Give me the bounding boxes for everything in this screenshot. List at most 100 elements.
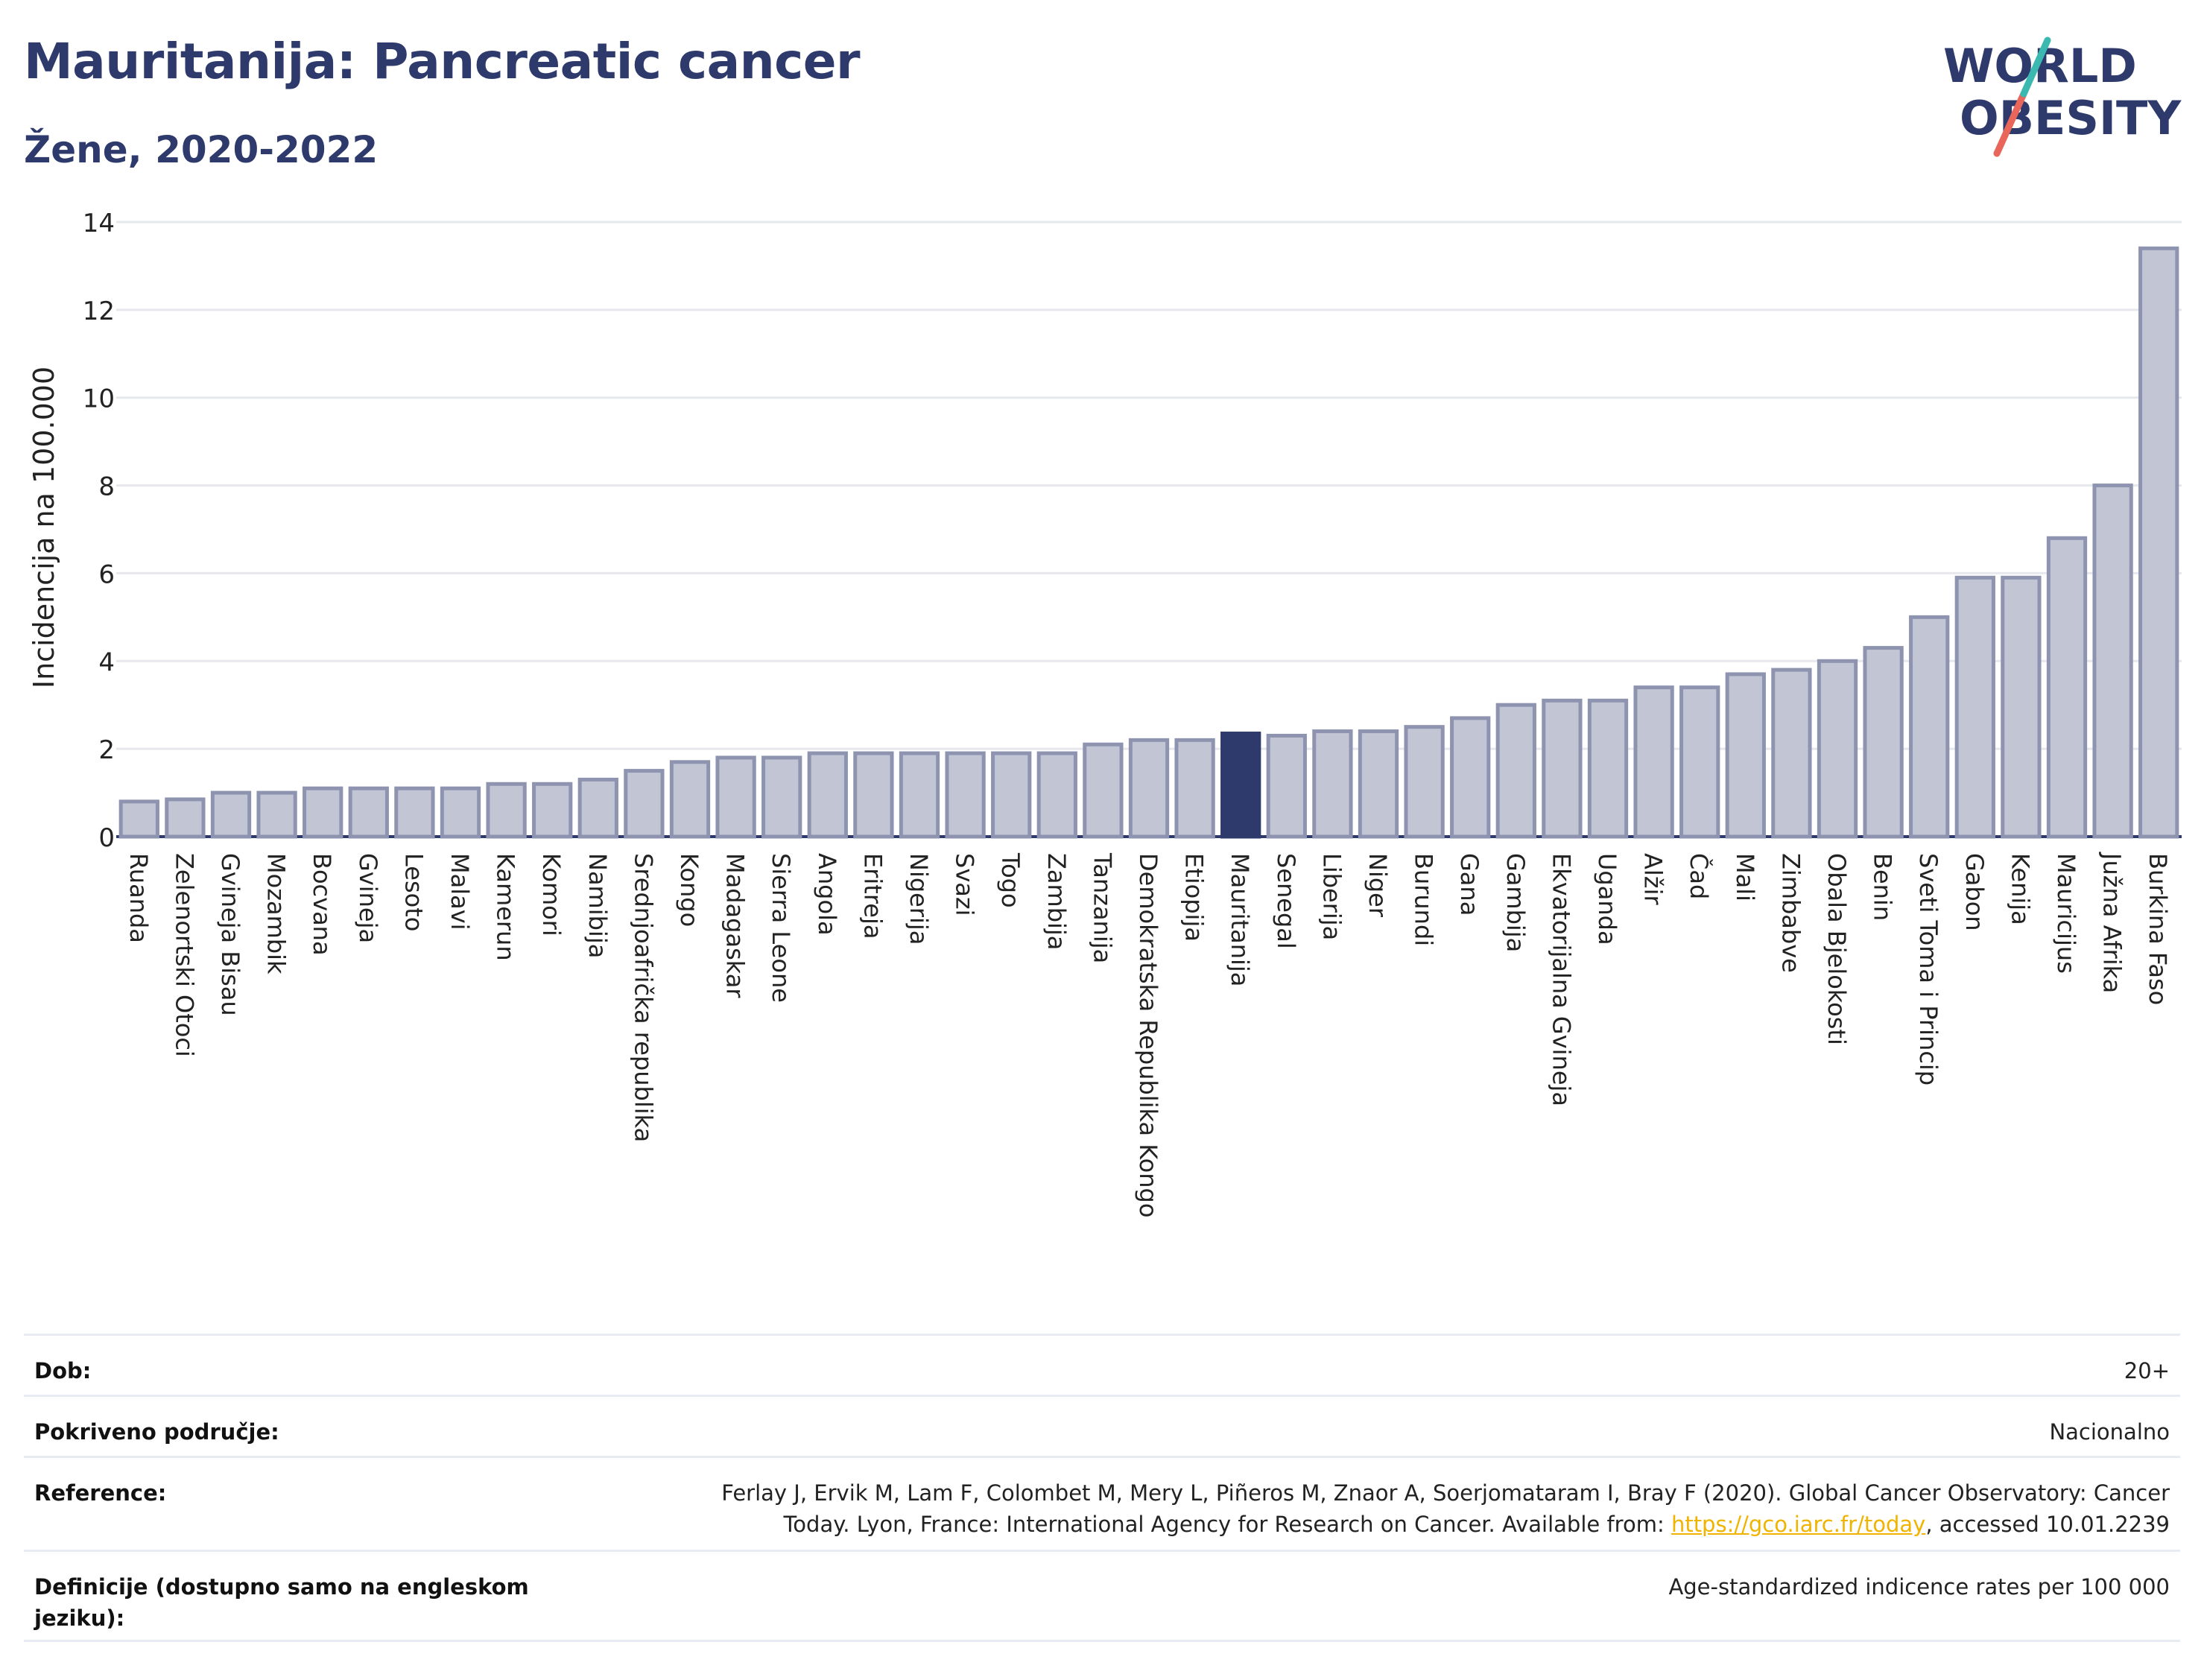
- bar-ruanda[interactable]: [118, 799, 159, 839]
- y-tick-label: 10: [83, 384, 115, 414]
- logo-line1: WORLD: [1943, 39, 2137, 93]
- x-tick-label: Malavi: [446, 853, 474, 931]
- x-tick-label: Eritreja: [858, 853, 887, 939]
- x-tick-label: Senegal: [1272, 853, 1300, 949]
- bar-zimbabve[interactable]: [1771, 668, 1812, 839]
- bar-kamerun[interactable]: [486, 782, 527, 839]
- y-axis-ticks: 0 2 4 6 8 10 12 14: [83, 209, 115, 853]
- info-value-coverage: Nacionalno: [2049, 1419, 2170, 1445]
- x-tick-label: Mauritanija: [1226, 853, 1254, 986]
- x-tick-label: Obala Bjelokosti: [1823, 853, 1851, 1045]
- bar-liberija[interactable]: [1312, 729, 1353, 839]
- x-tick-label: Uganda: [1593, 853, 1621, 945]
- bar-mauritanija[interactable]: [1220, 732, 1261, 839]
- bar-kongo[interactable]: [669, 760, 711, 839]
- x-tick-label: Alžir: [1639, 853, 1668, 905]
- bar-nigerija[interactable]: [899, 751, 940, 839]
- x-tick-label: Angola: [813, 853, 841, 936]
- bar-etiopija[interactable]: [1174, 738, 1215, 839]
- y-tick-label: 8: [98, 472, 115, 502]
- x-tick-label: Niger: [1364, 853, 1392, 918]
- logo-slash-red: [1993, 90, 2027, 157]
- bar-zambija[interactable]: [1036, 751, 1077, 839]
- x-tick-label: Kongo: [675, 853, 703, 927]
- reference-link[interactable]: https://gco.iarc.fr/today: [1671, 1512, 1926, 1537]
- bar-burundi[interactable]: [1404, 725, 1445, 839]
- bar-sierra-leone[interactable]: [761, 755, 802, 839]
- x-tick-label: Lesoto: [399, 853, 428, 931]
- x-tick-label: Kenija: [2006, 853, 2034, 925]
- bar-tanzanija[interactable]: [1083, 742, 1124, 839]
- bar-mauricijus[interactable]: [2046, 536, 2088, 839]
- y-tick-label: 14: [83, 209, 115, 238]
- y-tick-label: 0: [98, 823, 115, 853]
- x-tick-label: Namibija: [583, 853, 612, 958]
- x-tick-label: Zimbabve: [1776, 853, 1805, 973]
- x-tick-label: Komori: [537, 853, 566, 936]
- info-table: Dob: 20+ Pokriveno područje: Nacionalno …: [24, 1334, 2180, 1642]
- bar-obala-bjelokosti[interactable]: [1817, 659, 1858, 839]
- definitions-key-line1: Definicije (dostupno samo na engleskom: [34, 1574, 529, 1600]
- info-row-definitions: Definicije (dostupno samo na engleskom j…: [24, 1550, 2180, 1642]
- bar-togo[interactable]: [991, 751, 1032, 839]
- bar-gana[interactable]: [1450, 716, 1491, 839]
- y-tick-label: 2: [98, 735, 115, 765]
- bar-svazi[interactable]: [945, 751, 986, 839]
- x-tick-label: Zelenortski Otoci: [170, 853, 198, 1057]
- bar-srednjoafrička-republika[interactable]: [624, 769, 665, 839]
- x-tick-label: Burundi: [1410, 853, 1438, 946]
- bar-eritreja[interactable]: [853, 751, 894, 839]
- definitions-key-line2: jeziku):: [34, 1605, 125, 1631]
- bars: [118, 246, 2179, 839]
- logo-slash-teal: [2020, 37, 2051, 98]
- bar-čad[interactable]: [1679, 685, 1720, 839]
- bar-komori[interactable]: [532, 782, 573, 839]
- x-tick-label: Zambija: [1042, 853, 1071, 950]
- info-value-reference: Ferlay J, Ervik M, Lam F, Colombet M, Me…: [721, 1477, 2170, 1540]
- x-tick-label: Etiopija: [1180, 853, 1209, 942]
- bar-sveti-toma-i-princip[interactable]: [1909, 615, 1950, 839]
- bar-madagaskar[interactable]: [715, 755, 756, 839]
- bar-angola[interactable]: [807, 751, 848, 839]
- x-tick-label: Nigerija: [905, 853, 933, 945]
- x-tick-label: Gvineja Bisau: [216, 853, 244, 1016]
- x-tick-label: Mauricijus: [2052, 853, 2080, 974]
- reference-line2-post: , accessed 10.01.2239: [1925, 1512, 2170, 1537]
- bar-burkina-faso[interactable]: [2138, 246, 2179, 839]
- bar-kenija[interactable]: [2001, 575, 2042, 839]
- x-tick-label: Ekvatorijalna Gvineja: [1547, 853, 1575, 1106]
- x-tick-label: Togo: [996, 852, 1025, 908]
- x-tick-label: Mali: [1731, 853, 1759, 901]
- bar-zelenortski-otoci[interactable]: [165, 797, 206, 839]
- info-key-coverage: Pokriveno područje:: [34, 1419, 279, 1445]
- bar-namibija[interactable]: [577, 777, 618, 839]
- bar-gvineja-bisau[interactable]: [210, 790, 252, 839]
- bar-gabon[interactable]: [1954, 575, 1995, 839]
- bar-mali[interactable]: [1725, 672, 1766, 839]
- bar-bocvana[interactable]: [303, 786, 343, 839]
- bar-uganda[interactable]: [1587, 698, 1629, 839]
- info-key-reference: Reference:: [34, 1480, 167, 1506]
- bar-lesoto[interactable]: [394, 786, 435, 839]
- bar-chart: 0 2 4 6 8 10 12 14 Ruanda Zelenortski Otoci Gvine…: [28, 209, 2182, 1217]
- bar-mozambik[interactable]: [256, 790, 297, 839]
- reference-line2-pre: Today. Lyon, France: International Agenc…: [783, 1512, 1671, 1537]
- y-tick-label: 4: [98, 647, 115, 677]
- x-tick-label: Sveti Toma i Princip: [1914, 853, 1942, 1085]
- bar-malavi[interactable]: [440, 786, 481, 839]
- x-tick-label: Sierra Leone: [767, 853, 795, 1003]
- bar-ekvatorijalna-gvineja[interactable]: [1542, 698, 1583, 839]
- bar-demokratska-republika-kongo[interactable]: [1128, 738, 1170, 839]
- bar-južna-afrika[interactable]: [2092, 484, 2133, 839]
- page-title: Mauritanija: Pancreatic cancer: [24, 33, 861, 90]
- bar-gvineja[interactable]: [348, 786, 389, 839]
- bar-alžir[interactable]: [1633, 685, 1674, 839]
- x-tick-label: Kamerun: [492, 853, 520, 961]
- y-axis-label: Incidencija na 100.000: [28, 367, 60, 688]
- bar-senegal[interactable]: [1266, 733, 1307, 839]
- x-tick-label: Benin: [1869, 853, 1897, 921]
- bar-niger[interactable]: [1358, 729, 1399, 839]
- bar-benin[interactable]: [1863, 646, 1904, 839]
- bar-gambija[interactable]: [1495, 703, 1536, 839]
- x-tick-label: Srednjoafrička republika: [629, 853, 657, 1142]
